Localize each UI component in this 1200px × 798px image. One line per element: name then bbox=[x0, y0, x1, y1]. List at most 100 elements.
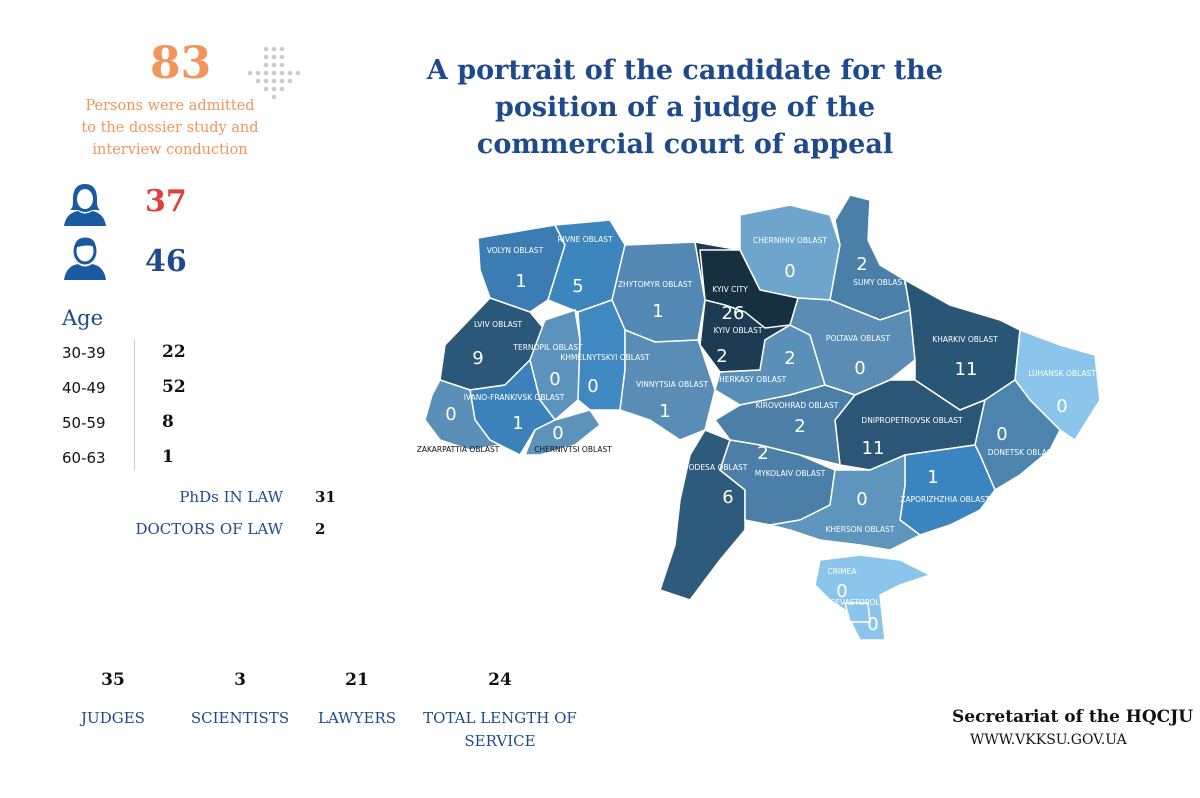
region-value: 0 bbox=[549, 369, 560, 390]
region-name: ZAKARPATTIA OBLAST bbox=[417, 445, 500, 454]
age-count: 8 bbox=[162, 412, 174, 432]
region-name: CHERNIHIV OBLAST bbox=[753, 236, 827, 245]
age-range: 50-59 bbox=[62, 414, 106, 432]
region-name: CHERKASY OBLAST bbox=[714, 375, 787, 384]
region-value: 0 bbox=[1056, 396, 1067, 417]
experience-value: 3 bbox=[234, 670, 246, 690]
region-value: 0 bbox=[867, 614, 878, 635]
region-name: ZAPORIZHZHIA OBLAST bbox=[900, 495, 990, 504]
region-value: 0 bbox=[836, 581, 847, 602]
region bbox=[899, 444, 996, 536]
experience-value: 21 bbox=[345, 670, 369, 690]
region bbox=[713, 384, 857, 466]
female-count: 37 bbox=[145, 184, 187, 219]
region-name: POLTAVA OBLAST bbox=[826, 334, 891, 343]
region-value: 6 bbox=[722, 487, 733, 508]
degree-label: PhDs IN LAW bbox=[179, 488, 283, 506]
region bbox=[814, 554, 932, 641]
region bbox=[611, 241, 706, 343]
title-line: A portrait of the candidate for the bbox=[426, 55, 944, 86]
male-count: 46 bbox=[145, 244, 187, 279]
region-value: 0 bbox=[996, 424, 1007, 445]
experience-label: JUDGES bbox=[81, 709, 145, 727]
region-name: KIROVOHRAD OBLAST bbox=[756, 401, 839, 410]
age-title: Age bbox=[62, 306, 104, 330]
region-name: ZHYTOMYR OBLAST bbox=[618, 280, 693, 289]
title-line: commercial court of appeal bbox=[476, 129, 894, 160]
region-name: KYIV CITY bbox=[712, 285, 748, 294]
region-value: 0 bbox=[856, 489, 867, 510]
title-line: position of a judge of the bbox=[494, 92, 876, 123]
age-count: 52 bbox=[162, 377, 186, 397]
region-value: 26 bbox=[722, 303, 745, 324]
region-value: 2 bbox=[757, 443, 768, 464]
region-name: DONETSK OBLAST bbox=[988, 448, 1057, 457]
female-icon bbox=[64, 184, 106, 226]
region-name: KYIV OBLAST bbox=[714, 326, 763, 335]
region-name: DNIPROPETROVSK OBLAST bbox=[861, 416, 963, 425]
footer-url: WWW.VKKSU.GOV.UA bbox=[970, 732, 1127, 748]
region-name: SEVASTOPOL bbox=[830, 598, 880, 607]
region-name: IVANO-FRANKIVSK OBLAST bbox=[464, 393, 565, 402]
region-value: 1 bbox=[652, 301, 663, 322]
region bbox=[844, 602, 871, 623]
age-count: 22 bbox=[162, 342, 186, 362]
region-value: 0 bbox=[784, 261, 795, 282]
region bbox=[699, 249, 799, 329]
caption-line: interview conduction bbox=[92, 142, 248, 158]
admitted-caption: Persons were admitted to the dossier stu… bbox=[70, 95, 270, 161]
region-value: 0 bbox=[854, 358, 865, 379]
age-range: 30-39 bbox=[62, 344, 106, 362]
experience-label: LAWYERS bbox=[317, 709, 397, 727]
degree-count: 2 bbox=[315, 520, 326, 538]
region-name: LUHANSK OBLAST bbox=[1028, 369, 1096, 378]
region-name: VINNYTSIA OBLAST bbox=[636, 380, 709, 389]
degree-label: DOCTORS OF LAW bbox=[135, 520, 283, 538]
region bbox=[424, 379, 503, 451]
region bbox=[829, 194, 911, 321]
male-icon bbox=[64, 237, 106, 280]
experience-value: 24 bbox=[488, 670, 512, 690]
region-value: 11 bbox=[862, 438, 885, 459]
region-value: 2 bbox=[856, 254, 867, 275]
region-name: MYKOLAIV OBLAST bbox=[755, 469, 826, 478]
experience-value: 35 bbox=[101, 670, 125, 690]
region-name: CRIMEA bbox=[827, 567, 857, 576]
region-value: 1 bbox=[659, 401, 670, 422]
region bbox=[523, 409, 602, 456]
region-value: 0 bbox=[552, 423, 563, 444]
region-value: 1 bbox=[927, 467, 938, 488]
admitted-count: 83 bbox=[150, 38, 212, 89]
age-range: 40-49 bbox=[62, 379, 106, 397]
region bbox=[769, 453, 922, 551]
region-value: 2 bbox=[784, 348, 795, 369]
region-value: 1 bbox=[512, 413, 523, 434]
region-value: 11 bbox=[955, 359, 978, 380]
caption-line: to the dossier study and bbox=[81, 120, 259, 136]
region-name: KHERSON OBLAST bbox=[825, 525, 894, 534]
region-name: VOLYN OBLAST bbox=[487, 246, 544, 255]
age-range: 60-63 bbox=[62, 449, 106, 467]
region-name: KHARKIV OBLAST bbox=[932, 335, 998, 344]
age-divider bbox=[134, 340, 135, 470]
region-name: CHERNIVTSI OBLAST bbox=[534, 445, 612, 454]
experience-label: TOTAL LENGTH OF SERVICE bbox=[423, 709, 577, 750]
footer-org: Secretariat of the HQCJU bbox=[952, 707, 1194, 727]
region-name: SUMY OBLAST bbox=[853, 278, 907, 287]
title: A portrait of the candidate for the posi… bbox=[420, 52, 950, 163]
region-value: 2 bbox=[794, 416, 805, 437]
region-value: 0 bbox=[445, 404, 456, 425]
region-name: TERNOPIL OBLAST bbox=[512, 343, 583, 352]
region-value: 0 bbox=[587, 376, 598, 397]
region-value: 2 bbox=[716, 346, 727, 367]
region-value: 9 bbox=[472, 348, 483, 369]
region-name: RIVNE OBLAST bbox=[557, 235, 613, 244]
caption-line: Persons were admitted bbox=[85, 98, 255, 114]
region-name: ODESA OBLAST bbox=[689, 463, 748, 472]
region-value: 5 bbox=[572, 276, 583, 297]
region-name: LVIV OBLAST bbox=[474, 320, 523, 329]
degree-count: 31 bbox=[315, 488, 336, 506]
region-name: KHMELNYTSKYI OBLAST bbox=[560, 353, 650, 362]
